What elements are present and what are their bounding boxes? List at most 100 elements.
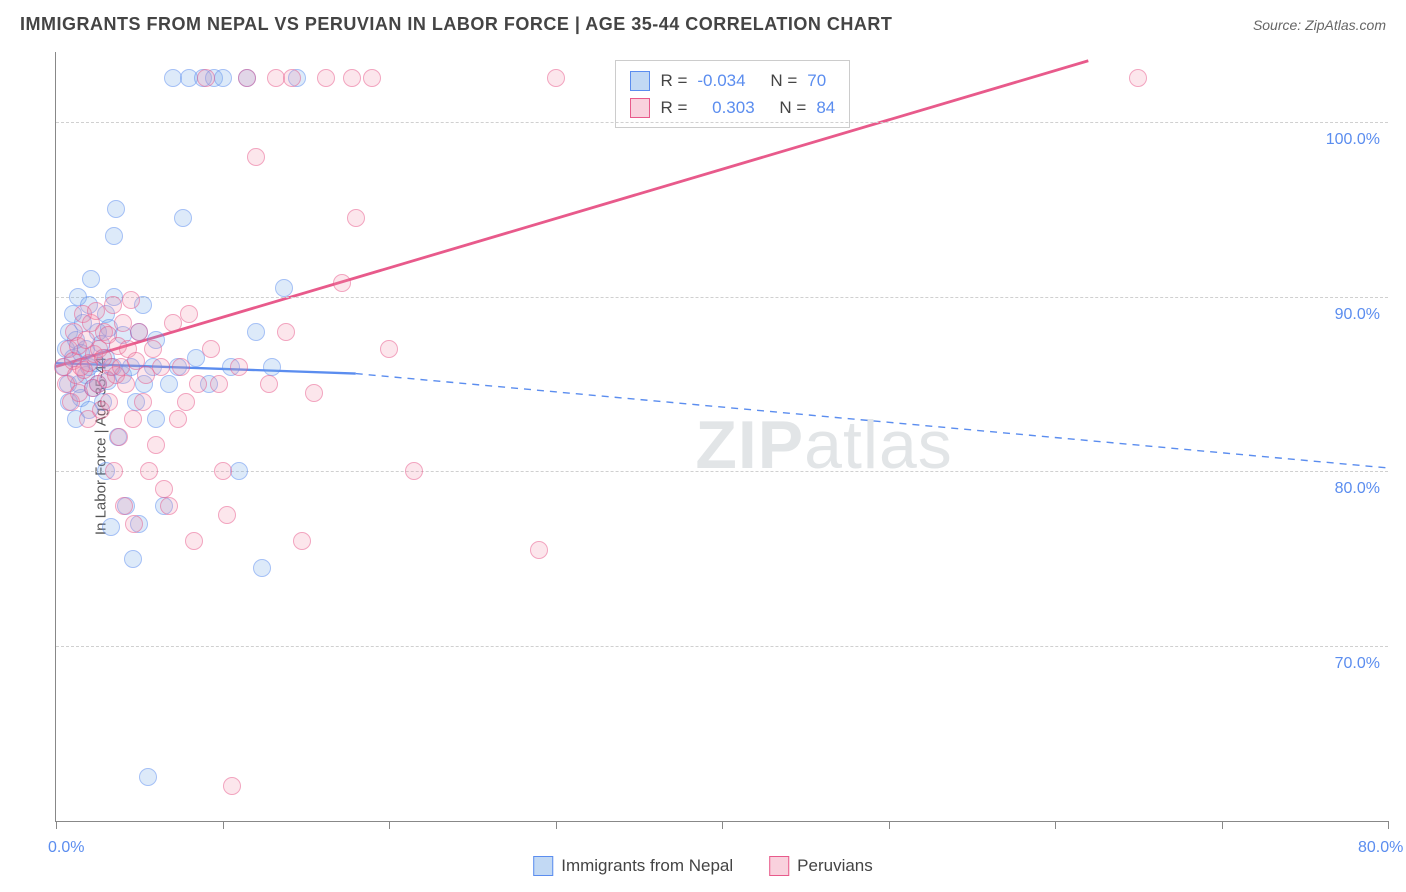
trend-lines-svg	[56, 52, 1388, 821]
data-point	[104, 296, 122, 314]
data-point	[140, 462, 158, 480]
data-point	[134, 393, 152, 411]
data-point	[317, 69, 335, 87]
data-point	[230, 358, 248, 376]
stats-n-label: N =	[779, 94, 806, 121]
x-tick-label: 0.0%	[48, 839, 84, 857]
stats-row-pink: R = 0.303 N = 84	[630, 94, 835, 121]
swatch-blue-icon	[630, 71, 650, 91]
data-point	[100, 393, 118, 411]
data-point	[380, 340, 398, 358]
data-point	[110, 428, 128, 446]
data-point	[160, 375, 178, 393]
data-point	[105, 227, 123, 245]
data-point	[115, 497, 133, 515]
y-tick-label: 90.0%	[1335, 306, 1380, 324]
data-point	[144, 340, 162, 358]
data-point	[117, 375, 135, 393]
data-point	[275, 279, 293, 297]
data-point	[363, 69, 381, 87]
data-point	[214, 462, 232, 480]
data-point	[267, 69, 285, 87]
x-tick-label: 80.0%	[1358, 839, 1403, 857]
stats-r-pink: 0.303	[712, 94, 755, 121]
data-point	[185, 532, 203, 550]
data-point	[405, 462, 423, 480]
data-point	[277, 323, 295, 341]
y-tick-label: 100.0%	[1326, 131, 1380, 149]
data-point	[189, 375, 207, 393]
data-point	[305, 384, 323, 402]
bottom-legend: Immigrants from Nepal Peruvians	[533, 856, 873, 876]
data-point	[347, 209, 365, 227]
x-tick	[722, 821, 723, 829]
data-point	[1129, 69, 1147, 87]
data-point	[547, 69, 565, 87]
x-tick	[56, 821, 57, 829]
data-point	[283, 69, 301, 87]
data-point	[253, 559, 271, 577]
data-point	[260, 375, 278, 393]
data-point	[247, 323, 265, 341]
data-point	[124, 410, 142, 428]
data-point	[147, 410, 165, 428]
data-point	[230, 462, 248, 480]
data-point	[247, 148, 265, 166]
data-point	[152, 358, 170, 376]
x-tick	[889, 821, 890, 829]
stats-box: R = -0.034 N = 70 R = 0.303 N = 84	[615, 60, 850, 128]
data-point	[218, 506, 236, 524]
data-point	[214, 69, 232, 87]
data-point	[210, 375, 228, 393]
x-tick	[556, 821, 557, 829]
source-label: Source: ZipAtlas.com	[1253, 17, 1386, 33]
stats-row-blue: R = -0.034 N = 70	[630, 67, 835, 94]
gridline	[56, 122, 1388, 123]
data-point	[174, 209, 192, 227]
x-tick	[223, 821, 224, 829]
gridline	[56, 471, 1388, 472]
data-point	[82, 270, 100, 288]
stats-n-blue: 70	[807, 67, 826, 94]
data-point	[139, 768, 157, 786]
data-point	[130, 323, 148, 341]
data-point	[333, 274, 351, 292]
data-point	[263, 358, 281, 376]
legend-item-pink: Peruvians	[769, 856, 873, 876]
x-tick	[389, 821, 390, 829]
data-point	[343, 69, 361, 87]
data-point	[107, 200, 125, 218]
stats-n-pink: 84	[816, 94, 835, 121]
data-point	[223, 777, 241, 795]
x-tick	[1388, 821, 1389, 829]
data-point	[164, 69, 182, 87]
data-point	[197, 69, 215, 87]
stats-n-label: N =	[770, 67, 797, 94]
x-tick	[1222, 821, 1223, 829]
y-tick-label: 80.0%	[1335, 480, 1380, 498]
data-point	[102, 518, 120, 536]
data-point	[155, 480, 173, 498]
legend-item-blue: Immigrants from Nepal	[533, 856, 733, 876]
stats-r-label: R =	[660, 67, 687, 94]
data-point	[169, 410, 187, 428]
data-point	[293, 532, 311, 550]
data-point	[202, 340, 220, 358]
legend-label-blue: Immigrants from Nepal	[561, 856, 733, 876]
data-point	[164, 314, 182, 332]
data-point	[87, 302, 105, 320]
legend-swatch-pink-icon	[769, 856, 789, 876]
data-point	[160, 497, 178, 515]
data-point	[530, 541, 548, 559]
stats-r-blue: -0.034	[697, 67, 745, 94]
gridline	[56, 297, 1388, 298]
y-tick-label: 70.0%	[1335, 655, 1380, 673]
chart-title: IMMIGRANTS FROM NEPAL VS PERUVIAN IN LAB…	[20, 14, 892, 35]
chart-plot-area: ZIPatlas R = -0.034 N = 70 R = 0.303 N =…	[55, 52, 1388, 822]
data-point	[147, 436, 165, 454]
data-point	[180, 305, 198, 323]
data-point	[124, 550, 142, 568]
data-point	[238, 69, 256, 87]
data-point	[122, 291, 140, 309]
data-point	[172, 358, 190, 376]
